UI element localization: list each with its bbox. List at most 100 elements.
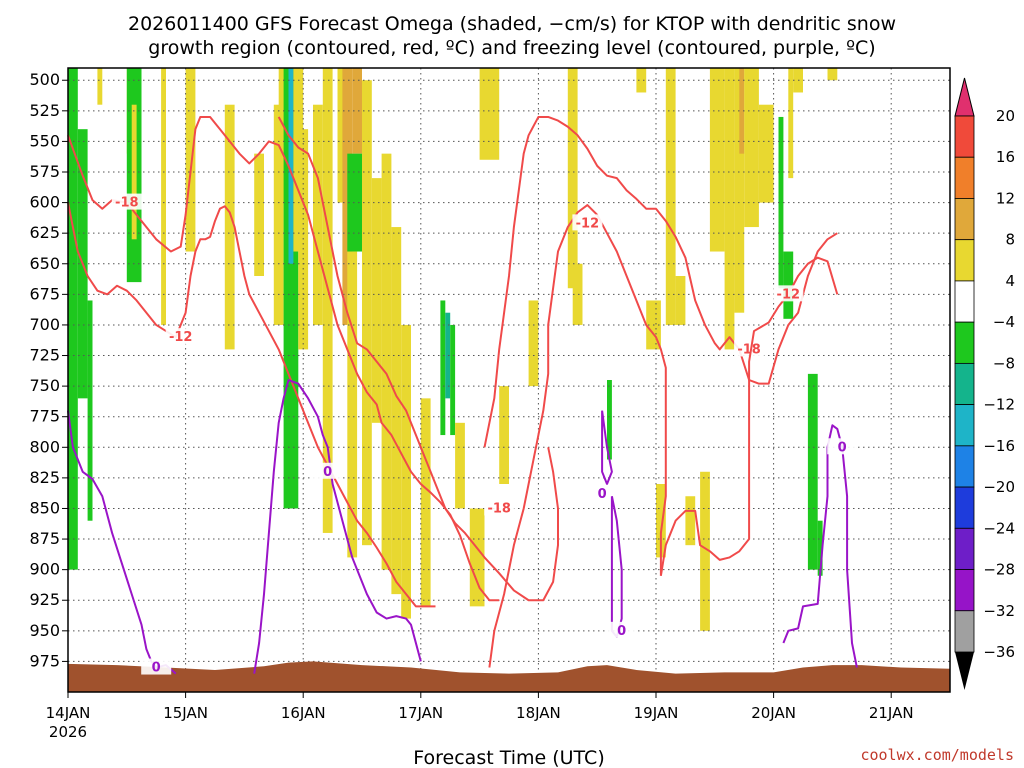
omega-shade-cell-7 — [161, 68, 166, 325]
x-tick-label-5: 19JAN — [634, 704, 679, 722]
omega-shade-cell-59 — [817, 520, 823, 576]
y-tick-label-600: 600 — [29, 193, 60, 212]
colorbar-label-5: −4 — [993, 313, 1015, 331]
dgz-contour-line-5 — [659, 256, 839, 576]
omega-shade-cell-22 — [347, 153, 362, 252]
colorbar-label-1: 16 — [996, 148, 1015, 166]
colorbar-swatch-3 — [954, 198, 975, 241]
colorbar-swatch-4 — [954, 239, 975, 282]
colorbar-label-11: −28 — [983, 561, 1015, 579]
colorbar-top-arrow — [954, 77, 975, 117]
x-tick-label-1: 15JAN — [163, 704, 208, 722]
colorbar-swatch-5 — [954, 280, 975, 323]
omega-shade-cell-27 — [391, 227, 402, 595]
freezing-contour-line-2 — [601, 410, 613, 485]
omega-shade-cell-14 — [288, 68, 294, 264]
colorbar-swatch-10 — [954, 486, 975, 529]
omega-shade-cell-3 — [97, 68, 103, 105]
x-axis: 14JAN 15JAN 16JAN 17JAN 18JAN 19JAN 20JAN 21JAN… — [46, 692, 914, 741]
omega-shade-cell-34 — [469, 508, 485, 607]
colorbar-label-4: 4 — [1005, 272, 1015, 290]
colorbar-swatch-13 — [954, 610, 975, 653]
colorbar-label-9: −20 — [983, 478, 1015, 496]
colorbar-swatch-7 — [954, 362, 975, 406]
omega-shade-cell-49 — [724, 68, 735, 350]
terrain-fill — [68, 661, 950, 692]
y-tick-label-625: 625 — [29, 223, 60, 242]
omega-shade-cell-0 — [68, 68, 78, 570]
y-tick-label-675: 675 — [29, 284, 60, 303]
omega-shade-cell-40 — [607, 380, 612, 460]
omega-shade-cell-32 — [450, 324, 456, 436]
y-tick-label-925: 925 — [29, 590, 60, 609]
x-tick-label-3: 17JAN — [398, 704, 443, 722]
y-tick-label-650: 650 — [29, 254, 60, 273]
dgz-contour-label-bg-5 — [773, 285, 804, 302]
y-tick-label-550: 550 — [29, 131, 60, 150]
omega-shade-cell-29 — [420, 398, 431, 607]
y-axis: 500 525 550 575 600 625 650 675 700 725 750 775 800 8… — [29, 70, 68, 670]
omega-shade-cell-39 — [572, 263, 583, 325]
omega-shade-cell-54 — [778, 116, 784, 289]
freezing-level-contours: 0 0 0 0 0 — [67, 379, 858, 676]
dgz-contour-label-bg-2 — [484, 499, 515, 516]
freezing-contour-label-bg-3 — [606, 621, 637, 638]
colorbar-swatch-1 — [954, 115, 975, 158]
omega-shade-cell-55 — [783, 251, 794, 319]
colorbar-bottom-arrow — [955, 652, 974, 690]
y-tick-label-775: 775 — [29, 407, 60, 426]
colorbar-swatch-9 — [954, 445, 975, 488]
omega-shade-cell-37 — [528, 300, 539, 387]
colorbar-label-13: −36 — [983, 643, 1015, 661]
dgz-contour-label-bg-4 — [572, 214, 603, 231]
omega-shade-cell-52 — [744, 68, 759, 228]
dgz-contour-label-bg-3 — [734, 340, 765, 357]
freezing-contour-label-1: 0 — [323, 465, 332, 480]
title-line-2: growth region (contoured, red, ºC) and f… — [148, 37, 875, 59]
omega-shade-cell-38 — [567, 68, 578, 289]
freezing-contour-label-3: 0 — [617, 624, 626, 639]
x-tick-label-2: 16JAN — [281, 704, 326, 722]
y-tick-label-575: 575 — [29, 162, 60, 181]
colorbar-swatch-2 — [954, 156, 975, 199]
omega-shade-cell-45 — [675, 276, 686, 325]
x-axis-title: Forecast Time (UTC) — [413, 747, 604, 768]
omega-shade-cell-11 — [273, 104, 284, 325]
freezing-contour-label-bg-4 — [827, 438, 858, 455]
freezing-contour-label-0: 0 — [152, 661, 161, 676]
colorbar-label-7: −12 — [983, 396, 1015, 414]
colorbar: 20 16 12 8 4 −4 −8 −12 −16 −20 −24 −28 −32 −36 — [954, 77, 1015, 690]
omega-shade-cell-46 — [685, 496, 696, 546]
colorbar-label-2: 12 — [996, 189, 1015, 207]
chart-title: 2026011400 GFS Forecast Omega (shaded, −… — [128, 13, 896, 59]
freezing-contour-label-bg-1 — [312, 462, 343, 479]
omega-shade-cell-53 — [758, 104, 774, 203]
dgz-contour-line-0 — [67, 115, 500, 602]
y-tick-label-725: 725 — [29, 346, 60, 365]
dgz-contour-label-2: -18 — [487, 501, 511, 516]
freezing-contour-label-bg-0 — [141, 658, 172, 675]
y-tick-label-700: 700 — [29, 315, 60, 334]
y-tick-label-975: 975 — [29, 651, 60, 670]
dgz-contour-label-3: -18 — [737, 342, 761, 357]
omega-shade-cell-31 — [445, 312, 451, 399]
omega-shade-cell-10 — [254, 153, 264, 276]
omega-shade-cell-41 — [636, 68, 647, 93]
omega-shade-cell-56 — [788, 68, 794, 179]
colorbar-swatch-6 — [954, 321, 975, 364]
colorbar-label-0: 20 — [996, 107, 1015, 125]
omega-shade-cell-9 — [224, 104, 235, 350]
credit-label: coolwx.com/models — [860, 746, 1014, 764]
x-tick-label-6: 20JAN — [751, 704, 796, 722]
omega-shade-cell-58 — [807, 373, 818, 570]
dgz-contour-label-bg-1 — [165, 328, 196, 345]
omega-shade-cell-28 — [401, 324, 411, 619]
y-tick-label-875: 875 — [29, 529, 60, 548]
y-tick-label-750: 750 — [29, 376, 60, 395]
colorbar-label-8: −16 — [983, 437, 1015, 455]
omega-shade-cell-60 — [827, 68, 838, 81]
omega-shade-cell-23 — [347, 251, 358, 558]
y-tick-label-525: 525 — [29, 101, 60, 120]
title-line-1: 2026011400 GFS Forecast Omega (shaded, −… — [128, 13, 896, 35]
